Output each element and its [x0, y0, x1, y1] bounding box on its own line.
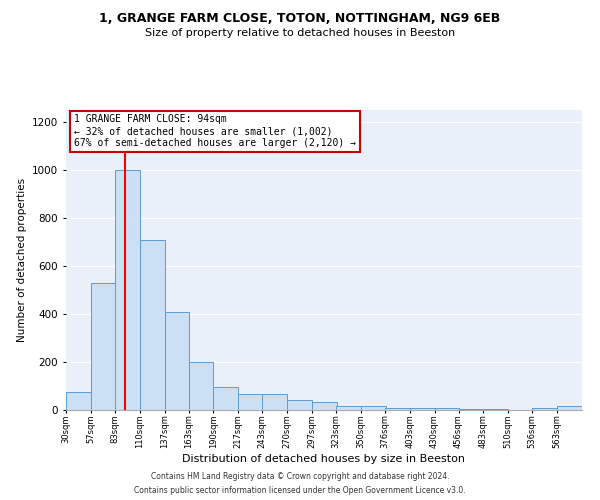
Bar	[91, 283, 116, 410]
Bar	[312, 402, 337, 410]
Bar	[214, 387, 238, 410]
Bar	[532, 408, 557, 410]
Bar	[115, 170, 140, 410]
Bar	[287, 400, 312, 410]
Bar	[434, 408, 460, 410]
Bar	[336, 406, 361, 410]
Bar	[557, 406, 582, 410]
Bar	[484, 409, 508, 410]
Text: Contains HM Land Registry data © Crown copyright and database right 2024.: Contains HM Land Registry data © Crown c…	[151, 472, 449, 481]
Bar	[262, 394, 287, 410]
Bar	[410, 408, 434, 410]
Bar	[238, 394, 263, 410]
Bar	[188, 362, 214, 410]
Bar	[385, 408, 410, 410]
Bar	[361, 406, 386, 410]
Bar	[458, 409, 484, 410]
Text: Size of property relative to detached houses in Beeston: Size of property relative to detached ho…	[145, 28, 455, 38]
Text: Contains public sector information licensed under the Open Government Licence v3: Contains public sector information licen…	[134, 486, 466, 495]
Text: 1 GRANGE FARM CLOSE: 94sqm
← 32% of detached houses are smaller (1,002)
67% of s: 1 GRANGE FARM CLOSE: 94sqm ← 32% of deta…	[74, 114, 356, 148]
Bar	[164, 312, 190, 410]
Bar	[140, 240, 164, 410]
X-axis label: Distribution of detached houses by size in Beeston: Distribution of detached houses by size …	[182, 454, 466, 464]
Bar	[66, 392, 91, 410]
Y-axis label: Number of detached properties: Number of detached properties	[17, 178, 26, 342]
Text: 1, GRANGE FARM CLOSE, TOTON, NOTTINGHAM, NG9 6EB: 1, GRANGE FARM CLOSE, TOTON, NOTTINGHAM,…	[100, 12, 500, 26]
